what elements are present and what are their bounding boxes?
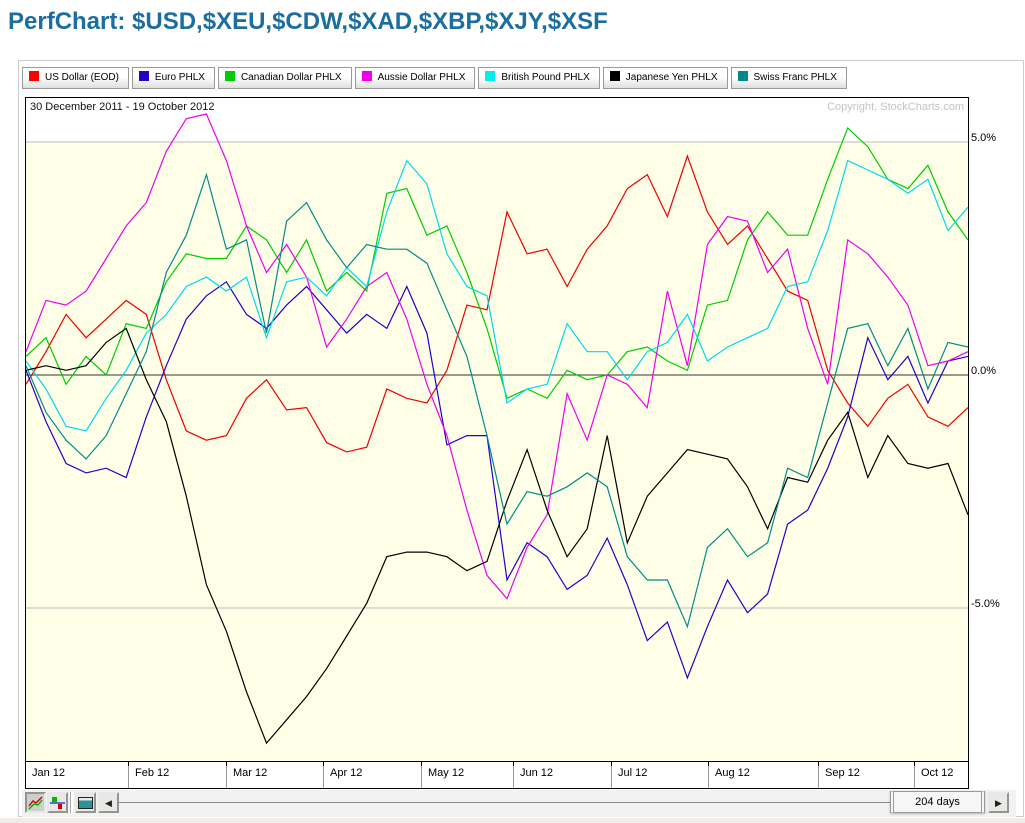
histogram-icon bbox=[50, 797, 65, 809]
x-tick-label: Apr 12 bbox=[330, 767, 363, 779]
series-line-british-pound-phlx bbox=[26, 159, 968, 432]
legend-tab-british-pound-phlx[interactable]: British Pound PHLX bbox=[478, 67, 600, 89]
range-slider-thumb[interactable]: 204 days bbox=[890, 791, 985, 813]
x-axis: Jan 12 Feb 12 Mar 12 Apr 12 May 12 Jun 12 Jul … bbox=[26, 761, 968, 788]
legend-tab-label: British Pound PHLX bbox=[501, 72, 590, 83]
x-tick-mark bbox=[513, 762, 514, 766]
legend-tab-label: Swiss Franc PHLX bbox=[753, 72, 837, 83]
series-line-japanese-yen-phlx bbox=[26, 327, 968, 745]
scroll-left-button[interactable]: ◀ bbox=[98, 792, 119, 813]
scroll-left-icon: ◀ bbox=[105, 798, 112, 808]
line-chart-icon bbox=[28, 796, 43, 810]
legend-tab-label: Euro PHLX bbox=[154, 72, 205, 83]
x-tick-label: Sep 12 bbox=[825, 767, 860, 779]
slider-track[interactable] bbox=[117, 802, 890, 803]
legend-tab-aussie-dollar-phlx[interactable]: Aussie Dollar PHLX bbox=[354, 67, 476, 89]
line-chart-mode-button[interactable] bbox=[25, 792, 46, 813]
x-month-cell-feb-12: Feb 12 bbox=[128, 762, 226, 788]
x-tick-label: Feb 12 bbox=[135, 767, 170, 779]
legend-tab-japanese-yen-phlx[interactable]: Japanese Yen PHLX bbox=[602, 67, 728, 89]
x-tick-label: Jan 12 bbox=[32, 767, 66, 779]
legend-tab-label: US Dollar (EOD) bbox=[45, 72, 119, 83]
legend-tab-label: Canadian Dollar PHLX bbox=[240, 72, 342, 83]
bottom-strip bbox=[0, 818, 1025, 823]
legend-swatch bbox=[224, 71, 235, 81]
slider-range-label: 204 days bbox=[915, 796, 960, 808]
x-month-cell-mar-12: Mar 12 bbox=[226, 762, 323, 788]
x-month-cell-aug-12: Aug 12 bbox=[708, 762, 818, 788]
x-month-cell-jan-12: Jan 12 bbox=[26, 762, 128, 788]
legend-swatch bbox=[29, 71, 39, 81]
x-tick-label: May 12 bbox=[428, 767, 465, 779]
x-month-cell-may-12: May 12 bbox=[421, 762, 513, 788]
price-lines-canvas bbox=[26, 98, 968, 761]
x-tick-label: Mar 12 bbox=[233, 767, 268, 779]
legend-tabbar: US Dollar (EOD) Euro PHLX Canadian Dollar … bbox=[22, 67, 1003, 91]
x-month-cell-jul-12: Jul 12 bbox=[611, 762, 708, 788]
scroll-right-button[interactable]: ▶ bbox=[988, 792, 1009, 813]
legend-tab-us-dollar-eod[interactable]: US Dollar (EOD) bbox=[22, 67, 129, 89]
legend-tab-euro-phlx[interactable]: Euro PHLX bbox=[131, 67, 215, 89]
y-tick-label-5-0: -5.0% bbox=[971, 598, 1000, 610]
x-tick-label: Oct 12 bbox=[921, 767, 954, 779]
window-icon bbox=[78, 797, 93, 809]
series-line-canadian-dollar-phlx bbox=[26, 126, 968, 400]
date-range-label: 30 December 2011 - 19 October 2012 bbox=[30, 101, 215, 113]
x-tick-label: Jun 12 bbox=[520, 767, 554, 779]
legend-swatch bbox=[609, 71, 620, 81]
x-tick-mark bbox=[914, 762, 915, 766]
series-line-euro-phlx bbox=[26, 280, 968, 680]
chart-control-bar: ◀ 204 days ▶ bbox=[22, 790, 1016, 817]
legend-tab-label: Aussie Dollar PHLX bbox=[377, 72, 466, 83]
legend-swatch bbox=[361, 71, 372, 81]
x-tick-mark bbox=[611, 762, 612, 766]
series-line-swiss-franc-phlx bbox=[26, 172, 968, 629]
x-month-cell-jun-12: Jun 12 bbox=[513, 762, 611, 788]
legend-tab-swiss-franc-phlx[interactable]: Swiss Franc PHLX bbox=[730, 67, 847, 89]
x-tick-mark bbox=[128, 762, 129, 766]
x-tick-mark bbox=[708, 762, 709, 766]
x-month-cell-sep-12: Sep 12 bbox=[818, 762, 914, 788]
series-line-us-dollar-eod bbox=[26, 154, 968, 453]
x-tick-mark bbox=[818, 762, 819, 766]
page-title: PerfChart: $USD,$XEU,$CDW,$XAD,$XBP,$XJY… bbox=[8, 8, 608, 35]
chart-style-button[interactable] bbox=[75, 792, 96, 813]
x-tick-label: Aug 12 bbox=[715, 767, 750, 779]
histogram-mode-button[interactable] bbox=[47, 792, 68, 813]
series-line-aussie-dollar-phlx bbox=[26, 113, 968, 600]
y-tick-label-0-0: 0.0% bbox=[971, 365, 997, 377]
x-month-cell-oct-12: Oct 12 bbox=[914, 762, 968, 788]
legend-swatch bbox=[485, 71, 496, 81]
plot-area: 30 December 2011 - 19 October 2012 Copyr… bbox=[25, 97, 969, 789]
x-tick-mark bbox=[226, 762, 227, 766]
x-tick-mark bbox=[421, 762, 422, 766]
legend-tab-label: Japanese Yen PHLX bbox=[625, 72, 718, 83]
x-tick-label: Jul 12 bbox=[618, 767, 648, 779]
y-tick-label-5-0: 5.0% bbox=[971, 132, 997, 144]
legend-tab-canadian-dollar-phlx[interactable]: Canadian Dollar PHLX bbox=[217, 67, 352, 89]
x-tick-mark bbox=[323, 762, 324, 766]
copyright-label: Copyright, StockCharts.com bbox=[827, 101, 964, 113]
scroll-right-icon: ▶ bbox=[995, 798, 1002, 808]
legend-swatch bbox=[737, 71, 748, 81]
legend-swatch bbox=[138, 71, 149, 81]
toolbar-separator bbox=[70, 792, 73, 813]
x-month-cell-apr-12: Apr 12 bbox=[323, 762, 421, 788]
